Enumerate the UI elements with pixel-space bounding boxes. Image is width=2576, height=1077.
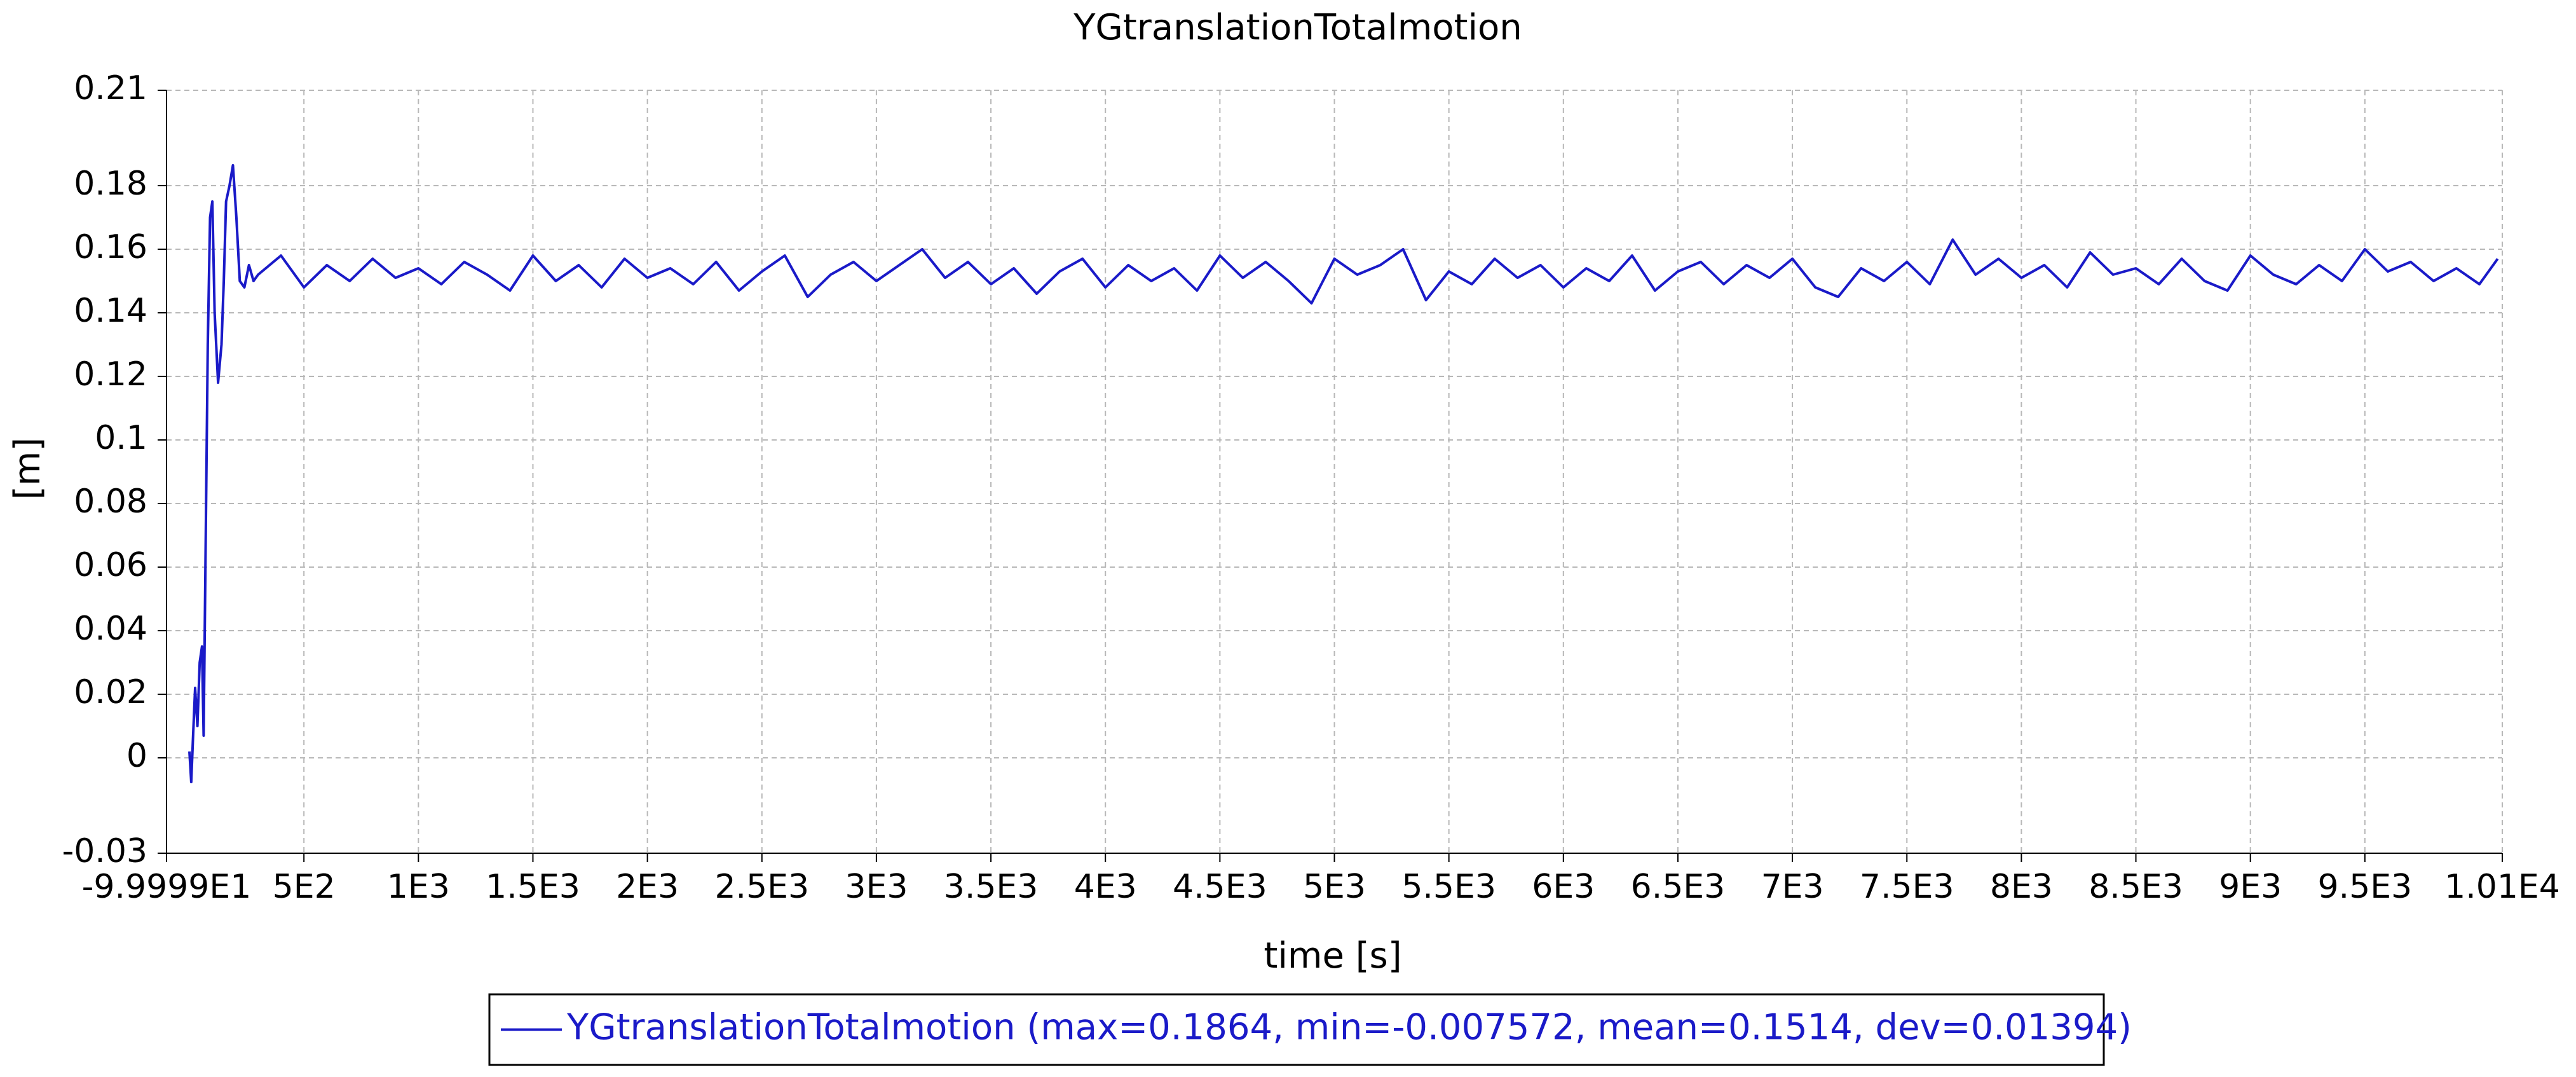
y-tick-label: 0.04 [74, 610, 147, 648]
y-tick-label: 0.12 [74, 355, 147, 394]
x-tick-label: 8E3 [1990, 868, 2053, 906]
x-tick-label: 6E3 [1532, 868, 1595, 906]
x-tick-label: 6.5E3 [1631, 868, 1726, 906]
x-tick-label: 9E3 [2219, 868, 2282, 906]
x-tick-label: 1.5E3 [486, 868, 580, 906]
y-tick-label: 0.18 [74, 165, 147, 203]
x-tick-label: 1.01E4 [2444, 868, 2560, 906]
legend: YGtranslationTotalmotion (max=0.1864, mi… [488, 993, 2132, 1066]
x-tick-label: 7.5E3 [1860, 868, 1954, 906]
x-tick-label: 9.5E3 [2318, 868, 2413, 906]
x-tick-label: 1E3 [387, 868, 450, 906]
chart-title: YGtranslationTotalmotion [1073, 7, 1522, 48]
y-tick-label: 0.1 [95, 419, 147, 457]
y-axis-label: [m] [7, 437, 48, 500]
legend-box [488, 993, 2105, 1066]
x-axis-label: time [s] [1264, 935, 1401, 977]
x-tick-label: 4E3 [1074, 868, 1137, 906]
x-tick-label: 3E3 [845, 868, 908, 906]
x-tick-label: -9.9999E1 [82, 868, 252, 906]
y-tick-label: 0 [126, 737, 147, 775]
y-tick-label: 0.02 [74, 673, 147, 711]
x-tick-label: 2.5E3 [714, 868, 809, 906]
y-tick-label: 0.14 [74, 292, 147, 330]
x-tick-label: 5E3 [1303, 868, 1366, 906]
x-tick-label: 8.5E3 [2089, 868, 2183, 906]
y-tick-label: 0.06 [74, 546, 147, 584]
y-tick-label: -0.03 [62, 832, 147, 870]
legend-label: YGtranslationTotalmotion (max=0.1864, mi… [566, 1007, 2132, 1048]
x-tick-label: 5.5E3 [1401, 868, 1496, 906]
x-tick-label: 3.5E3 [944, 868, 1039, 906]
x-tick-label: 4.5E3 [1173, 868, 1267, 906]
y-tick-label: 0.08 [74, 483, 147, 521]
x-tick-label: 5E2 [273, 868, 336, 906]
x-tick-label: 7E3 [1761, 868, 1824, 906]
data-line [188, 164, 2499, 783]
x-tick-label: 2E3 [616, 868, 679, 906]
y-tick-label: 0.21 [74, 69, 147, 107]
y-tick-label: 0.16 [74, 228, 147, 266]
